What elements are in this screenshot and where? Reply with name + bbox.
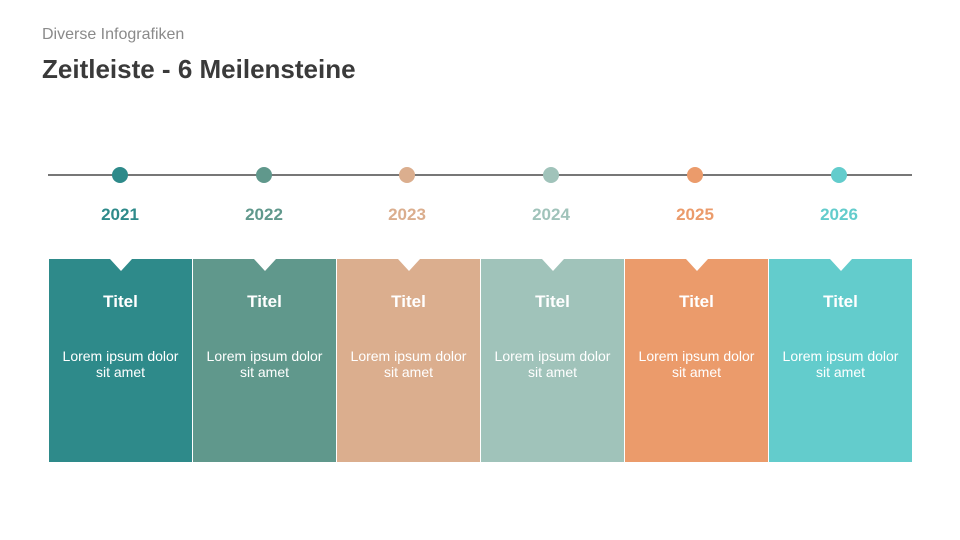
- card-notch: [109, 259, 132, 271]
- card-text: Lorem ipsum dolor sit amet: [206, 348, 323, 380]
- timeline-dot: [831, 167, 847, 183]
- slide-title: Zeitleiste - 6 Meilensteine: [42, 54, 356, 84]
- card-notch: [685, 259, 708, 271]
- card-title: Titel: [823, 292, 858, 311]
- milestone-card: Titel Lorem ipsum dolor sit amet: [49, 259, 192, 462]
- card-notch: [253, 259, 276, 271]
- card-title: Titel: [679, 292, 714, 311]
- milestone-year: 2026: [820, 205, 858, 224]
- milestone-card: Titel Lorem ipsum dolor sit amet: [481, 259, 624, 462]
- milestone-card: Titel Lorem ipsum dolor sit amet: [769, 259, 912, 462]
- card-text: Lorem ipsum dolor sit amet: [62, 348, 179, 380]
- card-text: Lorem ipsum dolor sit amet: [350, 348, 467, 380]
- milestone-card: Titel Lorem ipsum dolor sit amet: [625, 259, 768, 462]
- card-text: Lorem ipsum dolor sit amet: [782, 348, 899, 380]
- card-notch: [397, 259, 420, 271]
- timeline-dot: [256, 167, 272, 183]
- milestone-year: 2021: [101, 205, 139, 224]
- timeline-dot: [399, 167, 415, 183]
- card-title: Titel: [247, 292, 282, 311]
- card-title: Titel: [103, 292, 138, 311]
- card-title: Titel: [391, 292, 426, 311]
- card-notch: [541, 259, 564, 271]
- milestone-card: Titel Lorem ipsum dolor sit amet: [193, 259, 336, 462]
- timeline-dot: [112, 167, 128, 183]
- milestone-year: 2024: [532, 205, 570, 224]
- slide-subtitle: Diverse Infografiken: [42, 26, 185, 43]
- card-text: Lorem ipsum dolor sit amet: [638, 348, 755, 380]
- card-text: Lorem ipsum dolor sit amet: [494, 348, 611, 380]
- milestone-year: 2025: [676, 205, 714, 224]
- card-title: Titel: [535, 292, 570, 311]
- timeline-line: [48, 174, 912, 176]
- card-notch: [829, 259, 852, 271]
- milestone-year: 2023: [388, 205, 426, 224]
- milestone-year: 2022: [245, 205, 283, 224]
- milestone-card: Titel Lorem ipsum dolor sit amet: [337, 259, 480, 462]
- timeline-dot: [543, 167, 559, 183]
- timeline-dot: [687, 167, 703, 183]
